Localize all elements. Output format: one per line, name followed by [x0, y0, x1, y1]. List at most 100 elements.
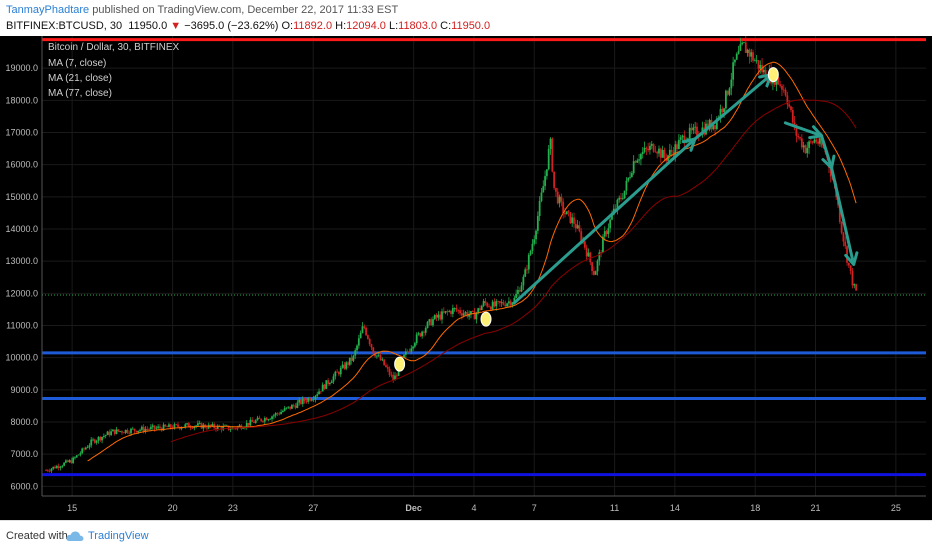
tradingview-link[interactable]: TradingView: [88, 530, 149, 542]
candle-body: [180, 427, 183, 429]
candle-body: [515, 293, 518, 298]
author-link[interactable]: TanmayPhadtare: [6, 4, 90, 16]
candle-body: [316, 394, 319, 396]
price-tick-label: 15000.0: [5, 192, 38, 202]
candle-body: [580, 231, 583, 242]
candle-body: [249, 419, 252, 426]
candle-body: [611, 214, 613, 220]
time-tick-label: 4: [471, 503, 476, 513]
price-tick-label: 10000.0: [5, 353, 38, 363]
candle-body: [734, 59, 736, 63]
candle-body: [775, 77, 778, 85]
trend-arrow-head: [844, 251, 859, 266]
candle-body: [762, 69, 765, 73]
candle-body: [786, 95, 789, 105]
candle-body: [184, 424, 187, 428]
trend-arrow-line: [512, 137, 697, 305]
candle-body: [262, 420, 264, 422]
candle-body: [376, 355, 378, 357]
price-tick-label: 18000.0: [5, 95, 38, 105]
candle-body: [298, 399, 301, 403]
candle-body: [643, 147, 646, 152]
candle-body: [451, 308, 454, 314]
candle-body: [602, 236, 604, 253]
candle-body: [294, 405, 297, 408]
candle-body: [130, 428, 132, 434]
candle-body: [461, 313, 463, 316]
candle-body: [242, 428, 245, 429]
legend-ma21[interactable]: MA (21, close): [48, 73, 112, 84]
candle-body: [565, 211, 568, 215]
candle-body: [140, 426, 143, 430]
ma-21-line: [87, 61, 857, 462]
candle-body: [757, 60, 760, 69]
legend-ma77[interactable]: MA (77, close): [48, 88, 112, 99]
candle-body: [587, 252, 590, 257]
price-axis[interactable]: 6000.0 7000.0 8000.0 9000.0 10000.0 11000.0 12…: [0, 36, 43, 496]
candle-body: [173, 424, 176, 429]
candle-body: [556, 191, 559, 204]
candle-body: [670, 149, 673, 152]
candle-body: [746, 49, 749, 53]
candle-body: [674, 144, 677, 157]
chart-area[interactable]: 19886.510149.78730.56366.2 6000.07000.08…: [0, 33, 932, 520]
candle-body: [730, 79, 733, 89]
candle-body: [491, 301, 494, 310]
candle-body: [413, 343, 416, 347]
candle-body: [569, 212, 572, 224]
candle-body: [508, 301, 510, 304]
candle-body: [470, 311, 472, 315]
candle-body: [187, 423, 190, 428]
candle-body: [545, 169, 548, 177]
candle-body: [157, 426, 160, 428]
candle-body: [112, 429, 114, 432]
candle-body: [63, 462, 65, 466]
candle-body: [383, 359, 386, 366]
published-text: published on TradingView.com, December 2…: [89, 4, 399, 16]
low-value: 11803.0: [398, 20, 438, 32]
price-chart[interactable]: 19886.510149.78730.56366.2 6000.07000.08…: [0, 33, 932, 520]
candle-body: [318, 391, 320, 395]
candle-body: [753, 60, 756, 62]
candle-body: [598, 252, 601, 261]
candle-body: [408, 351, 411, 353]
candle-body: [191, 427, 194, 429]
candle-body: [573, 217, 575, 224]
candle-body: [339, 367, 342, 375]
candle-body: [394, 375, 396, 381]
candle-body: [106, 431, 109, 436]
candle-body: [292, 405, 295, 406]
candle-body: [88, 445, 91, 448]
candle-body: [781, 85, 783, 90]
candle-body: [128, 432, 131, 434]
ma-77-line: [170, 99, 857, 443]
candle-body: [195, 425, 197, 427]
price-tick-label: 19000.0: [5, 63, 38, 73]
candle-body: [377, 355, 380, 357]
legend-ma7[interactable]: MA (7, close): [48, 58, 106, 69]
time-tick-label: 27: [308, 503, 318, 513]
candle-body: [305, 401, 308, 402]
candle-body: [535, 230, 537, 240]
candle-body: [254, 420, 257, 423]
candle-body: [851, 271, 854, 286]
candle-body: [737, 50, 740, 54]
time-axis[interactable]: 15 20 23 27 Dec 4 7 11 14 18 21 25: [0, 495, 932, 520]
candle-body: [334, 371, 337, 377]
candle-body: [77, 454, 80, 456]
candle-body: [632, 161, 635, 174]
tradingview-cloud-icon[interactable]: [66, 529, 84, 543]
candle-body: [72, 457, 75, 464]
candle-body: [220, 426, 223, 430]
candle-body: [153, 425, 156, 429]
candle-body: [403, 354, 405, 358]
candle-body: [197, 423, 199, 426]
candle-body: [656, 151, 659, 154]
candle-body: [260, 418, 263, 421]
candle-body: [640, 154, 642, 160]
price-tick-label: 7000.0: [10, 449, 38, 459]
candle-body: [251, 419, 254, 422]
candle-body: [75, 455, 78, 458]
candle-body: [52, 466, 55, 469]
candle-body: [547, 149, 550, 170]
